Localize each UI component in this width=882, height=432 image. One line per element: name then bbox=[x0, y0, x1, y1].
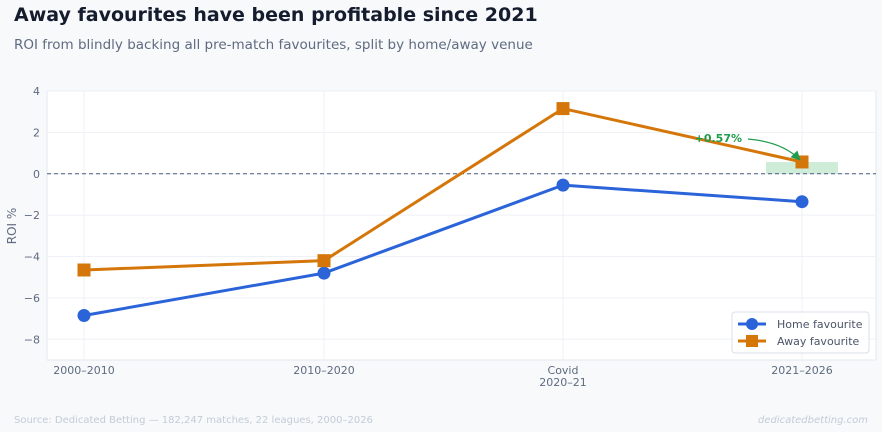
y-axis-label: ROI % bbox=[5, 208, 19, 245]
y-axis-ticks: 4 2 0 −2 −4 −6 −8 bbox=[24, 85, 40, 346]
home-favourite-point bbox=[795, 195, 809, 209]
away-favourite-line bbox=[83, 107, 803, 272]
home-favourite-point bbox=[317, 266, 331, 280]
brand-watermark: dedicatedbetting.com bbox=[757, 415, 868, 426]
chart-title: Away favourites have been profitable sin… bbox=[14, 4, 538, 26]
annotation-label: +0.57% bbox=[695, 132, 742, 145]
chart-subtitle: ROI from blindly backing all pre-match f… bbox=[14, 37, 533, 53]
legend-label-away-favourite: Away favourite bbox=[777, 335, 860, 348]
legend-box bbox=[731, 311, 870, 354]
x-tick-label: 2010–2020 bbox=[293, 364, 355, 377]
source-note: Source: Dedicated Betting — 182,247 matc… bbox=[14, 415, 373, 426]
home-favourite-line bbox=[83, 183, 803, 317]
legend-marker-away-favourite bbox=[746, 335, 758, 347]
y-tick-label: −6 bbox=[24, 292, 40, 305]
x-tick-label: 2021–2026 bbox=[771, 364, 833, 377]
x-tick-label: Covid bbox=[548, 364, 579, 377]
legend-marker-home-favourite bbox=[746, 318, 758, 330]
away-favourite-point bbox=[317, 254, 331, 268]
away-favourite-point bbox=[77, 263, 91, 277]
series-layer bbox=[77, 102, 809, 323]
legend: Home favourite Away favourite bbox=[731, 311, 870, 354]
x-tick-label: 2020–21 bbox=[539, 376, 587, 389]
y-tick-label: 0 bbox=[33, 168, 40, 181]
y-tick-label: 2 bbox=[33, 126, 40, 139]
away-favourite-point bbox=[556, 102, 570, 116]
y-tick-label: −4 bbox=[24, 251, 40, 264]
home-favourite-point bbox=[77, 309, 91, 323]
home-favourite-point bbox=[556, 178, 570, 192]
annotation-layer: +0.57% bbox=[695, 132, 801, 161]
y-tick-label: −2 bbox=[24, 209, 40, 222]
x-tick-label: 2000–2010 bbox=[53, 364, 115, 377]
y-tick-label: −8 bbox=[24, 333, 40, 346]
y-tick-label: 4 bbox=[33, 85, 40, 98]
annotation-arrow bbox=[747, 138, 801, 161]
legend-label-home-favourite: Home favourite bbox=[777, 318, 863, 331]
